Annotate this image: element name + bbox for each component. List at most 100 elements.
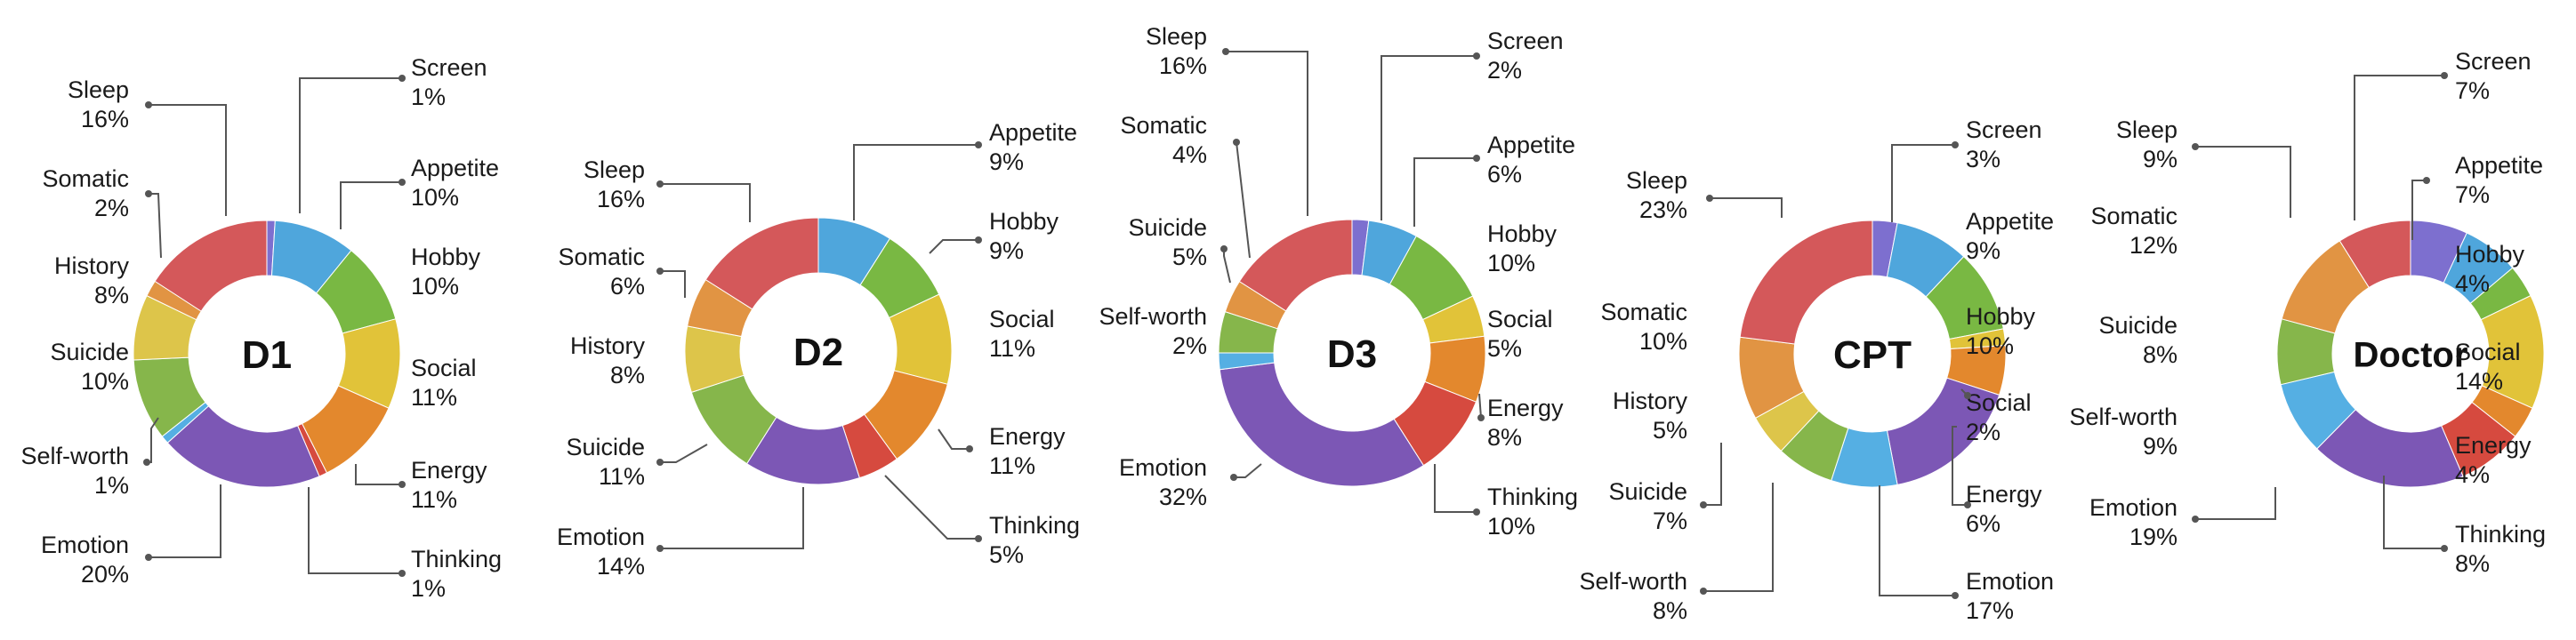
label-name: Hobby <box>1966 303 2036 330</box>
label-name: Emotion <box>1966 568 2054 595</box>
label-name: Suicide <box>50 339 129 365</box>
donut-chart-d1: D1Screen1%Appetite10%Hobby10%Social11%En… <box>20 54 502 602</box>
leader-line <box>1703 443 1722 506</box>
chart-title: Doctor <box>2354 335 2468 374</box>
label-name: Somatic <box>42 165 129 192</box>
donut-chart-doctor: DoctorScreen7%Appetite7%Hobby4%Social14%… <box>2069 48 2546 577</box>
label-value: 10% <box>1487 250 1535 276</box>
label-value: 10% <box>411 273 459 300</box>
label-value: 6% <box>610 273 645 300</box>
data-label-screen: Screen 3% <box>1891 116 2042 222</box>
leader-dot <box>1230 474 1237 481</box>
leader-dot <box>145 101 152 108</box>
leader-dot <box>1477 414 1485 421</box>
data-label-suicide: Suicide 10% <box>50 339 129 395</box>
label-value: 10% <box>1966 332 2014 359</box>
leader-dot <box>1473 508 1480 516</box>
label-value: 11% <box>599 463 645 490</box>
leader-line <box>660 183 751 222</box>
label-value: 2% <box>1966 419 2000 445</box>
label-name: Thinking <box>1487 484 1578 510</box>
label-value: 11% <box>411 486 457 513</box>
leader-line <box>1413 157 1477 227</box>
chart-title: D1 <box>242 333 292 377</box>
leader-line <box>2383 476 2444 549</box>
leader-line <box>1226 51 1308 216</box>
data-label-appetite: Appetite 10% <box>340 155 499 229</box>
label-name: Screen <box>1966 116 2042 143</box>
leader-dot <box>2423 177 2430 184</box>
label-value: 1% <box>411 84 446 110</box>
leader-dot <box>398 179 406 186</box>
label-value: 11% <box>989 335 1035 362</box>
data-label-social: Social 11% <box>989 306 1055 362</box>
leader-dot <box>1220 245 1228 252</box>
label-name: Emotion <box>557 524 645 550</box>
label-value: 1% <box>411 575 446 602</box>
label-name: Emotion <box>2089 494 2178 521</box>
leader-dot <box>656 459 664 466</box>
data-label-somatic: Somatic 2% <box>42 165 162 259</box>
leader-dot <box>143 459 150 466</box>
leader-line <box>149 484 221 558</box>
leader-line <box>149 193 162 259</box>
slice-sleep <box>2339 220 2411 289</box>
label-value: 10% <box>81 368 129 395</box>
slice-sleep <box>1739 220 1873 345</box>
label-name: Somatic <box>1600 299 1687 325</box>
label-name: Hobby <box>1487 220 1558 247</box>
leader-line <box>1434 464 1477 513</box>
leader-line <box>660 487 804 549</box>
data-label-emotion: Emotion 32% <box>1119 454 1262 510</box>
leader-line <box>2354 75 2444 220</box>
label-value: 8% <box>1487 424 1522 451</box>
data-label-suicide: Suicide 5% <box>1128 214 1231 284</box>
slice-sleep <box>1238 219 1353 312</box>
data-label-history: History 8% <box>54 252 130 308</box>
data-label-somatic: Somatic 10% <box>1600 299 1687 355</box>
data-label-sleep: Sleep 9% <box>2116 116 2291 218</box>
label-name: Appetite <box>989 119 1077 146</box>
label-value: 8% <box>2143 341 2178 368</box>
slice-sleep <box>154 220 268 312</box>
label-name: Screen <box>411 54 487 81</box>
label-value: 16% <box>81 106 129 132</box>
label-value: 12% <box>2129 232 2178 259</box>
leader-line <box>1710 197 1783 218</box>
label-value: 3% <box>1966 146 2000 172</box>
data-label-self-worth: Self-worth 1% <box>20 417 159 499</box>
label-name: Thinking <box>2455 521 2546 548</box>
label-name: Energy <box>989 423 1066 450</box>
label-value: 11% <box>989 452 1035 479</box>
label-name: Suicide <box>2098 312 2178 339</box>
label-name: Appetite <box>1487 132 1575 158</box>
label-value: 1% <box>94 472 129 499</box>
label-name: Emotion <box>1119 454 1207 481</box>
label-value: 10% <box>411 184 459 211</box>
leader-dot <box>1700 501 1707 508</box>
label-name: Suicide <box>566 434 645 460</box>
label-name: Self-worth <box>1579 568 1687 595</box>
leader-line <box>1891 144 1955 222</box>
leader-line <box>660 270 686 298</box>
leader-dot <box>975 236 982 244</box>
leader-dot <box>966 445 973 452</box>
leader-line <box>660 444 708 463</box>
label-value: 8% <box>94 282 129 308</box>
label-name: Appetite <box>1966 208 2054 235</box>
label-name: History <box>570 332 646 359</box>
data-label-suicide: Suicide 11% <box>566 434 708 490</box>
label-name: Self-worth <box>20 443 129 469</box>
label-name: Screen <box>1487 28 1564 54</box>
donut-chart-d2: D2Appetite9%Hobby9%Social11%Energy11%Thi… <box>557 119 1080 580</box>
donut-chart-cpt: CPTScreen3%Appetite9%Hobby10%Social2%Ene… <box>1579 116 2054 624</box>
label-value: 9% <box>989 237 1024 264</box>
